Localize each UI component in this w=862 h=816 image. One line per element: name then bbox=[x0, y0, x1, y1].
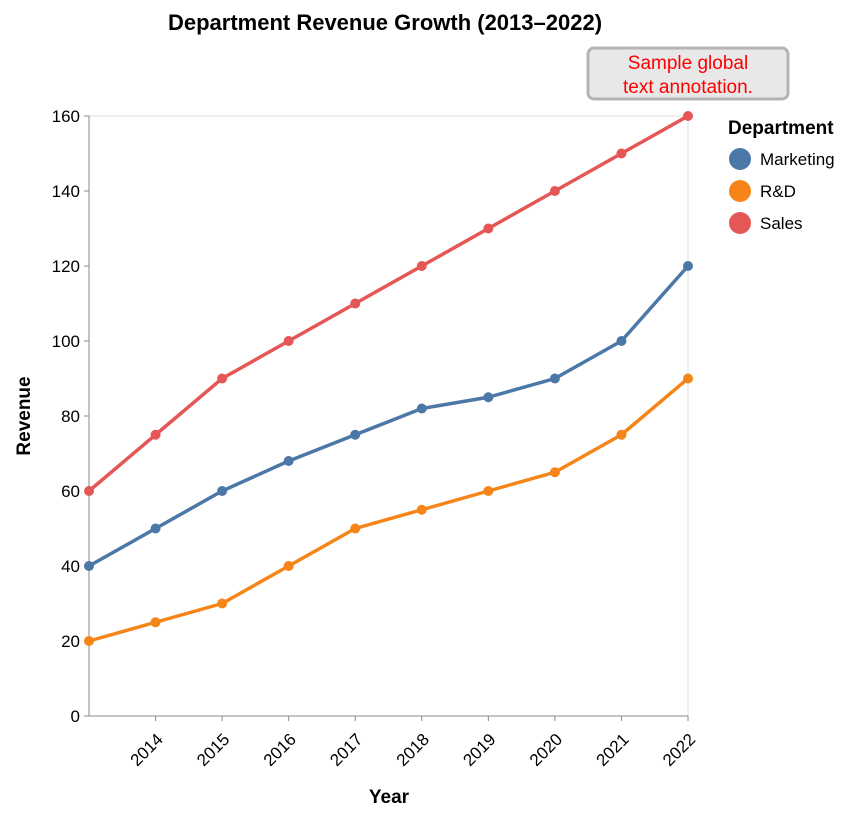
legend-swatch-r-d bbox=[729, 180, 751, 202]
legend: Department Marketing R&D Sales bbox=[728, 118, 835, 234]
data-point-sales bbox=[350, 298, 361, 309]
y-tick-label: 160 bbox=[52, 107, 80, 126]
data-point-sales bbox=[150, 429, 161, 440]
data-point-marketing bbox=[683, 261, 693, 271]
data-point-sales bbox=[483, 223, 494, 234]
x-tick-label: 2016 bbox=[260, 730, 300, 770]
chart-title: Department Revenue Growth (2013–2022) bbox=[168, 10, 602, 35]
x-tick-label: 2022 bbox=[659, 730, 699, 770]
x-tick-label: 2015 bbox=[193, 730, 233, 770]
y-tick-label: 140 bbox=[52, 182, 80, 201]
data-point-marketing bbox=[217, 486, 228, 496]
data-point-marketing bbox=[84, 561, 94, 571]
legend-swatch-sales bbox=[729, 212, 751, 234]
data-point-sales bbox=[683, 111, 693, 121]
data-point-marketing bbox=[350, 429, 361, 440]
x-axis-title: Year bbox=[369, 787, 410, 808]
y-axis-title: Revenue bbox=[14, 376, 35, 455]
data-point-r-d bbox=[217, 598, 228, 609]
data-point-sales bbox=[616, 148, 627, 159]
data-point-sales bbox=[549, 186, 560, 196]
legend-label-r-d: R&D bbox=[760, 182, 796, 201]
legend-label-sales: Sales bbox=[760, 214, 803, 233]
data-point-r-d bbox=[416, 504, 427, 515]
data-point-r-d bbox=[84, 636, 94, 646]
data-point-marketing bbox=[283, 456, 294, 466]
y-tick-label: 40 bbox=[61, 557, 80, 576]
x-tick-label: 2017 bbox=[326, 730, 366, 770]
data-point-r-d bbox=[616, 429, 627, 440]
plot-area: 0 20 40 60 80 100 120 140 160 2014 2015 2016 2017 201… bbox=[52, 107, 700, 770]
data-point-sales bbox=[416, 261, 427, 271]
y-tick-label: 120 bbox=[52, 257, 80, 276]
data-point-r-d bbox=[483, 486, 494, 496]
annotation-line-2: text annotation. bbox=[623, 77, 753, 98]
y-tick-label: 100 bbox=[52, 332, 80, 351]
data-point-marketing bbox=[416, 403, 427, 414]
data-point-r-d bbox=[350, 523, 361, 534]
data-point-r-d bbox=[549, 467, 560, 478]
y-tick-label: 60 bbox=[61, 482, 80, 501]
series-line-r-d bbox=[87, 376, 690, 643]
y-tick-label: 20 bbox=[61, 632, 80, 651]
x-tick-label: 2021 bbox=[593, 730, 633, 770]
data-point-sales bbox=[283, 336, 294, 346]
data-point-marketing bbox=[616, 336, 627, 346]
data-point-marketing bbox=[150, 523, 161, 534]
x-tick-label: 2020 bbox=[526, 730, 566, 770]
legend-title: Department bbox=[728, 118, 834, 139]
legend-label-marketing: Marketing bbox=[760, 150, 835, 169]
series-line-marketing bbox=[87, 264, 690, 568]
legend-swatch-marketing bbox=[729, 148, 751, 170]
x-tick-label: 2018 bbox=[393, 730, 433, 770]
y-tick-label: 80 bbox=[61, 407, 80, 426]
data-point-marketing bbox=[483, 392, 494, 403]
x-tick-label: 2019 bbox=[459, 730, 499, 770]
annotation-line-1: Sample global bbox=[628, 53, 748, 74]
data-point-sales bbox=[217, 373, 228, 384]
annotation-box bbox=[586, 46, 790, 101]
series-line-sales bbox=[87, 114, 690, 493]
global-annotation: Sample global text annotation. bbox=[586, 46, 790, 101]
data-point-sales bbox=[84, 486, 94, 496]
y-tick-label: 0 bbox=[71, 707, 80, 726]
data-point-r-d bbox=[283, 561, 294, 571]
data-point-r-d bbox=[683, 373, 693, 384]
x-tick-label: 2014 bbox=[127, 730, 167, 770]
data-point-marketing bbox=[549, 373, 560, 384]
data-point-r-d bbox=[150, 617, 161, 628]
